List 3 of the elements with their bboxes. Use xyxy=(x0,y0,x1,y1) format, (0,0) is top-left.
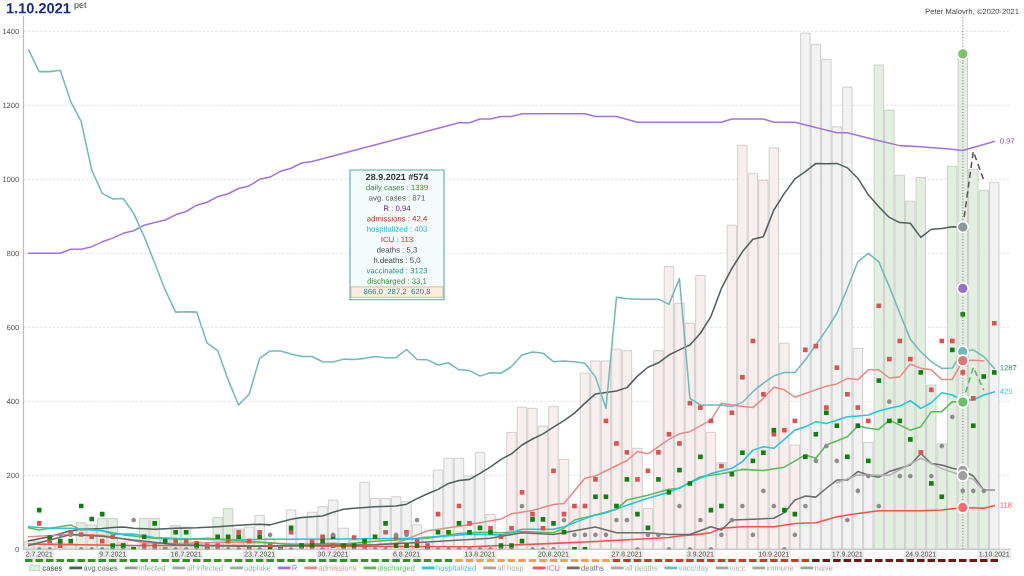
chart-title: 1.10.2021 xyxy=(6,3,71,14)
chart-subtitle: pet xyxy=(74,2,87,10)
annotation: 28.9.2021 #574 xyxy=(365,173,429,181)
